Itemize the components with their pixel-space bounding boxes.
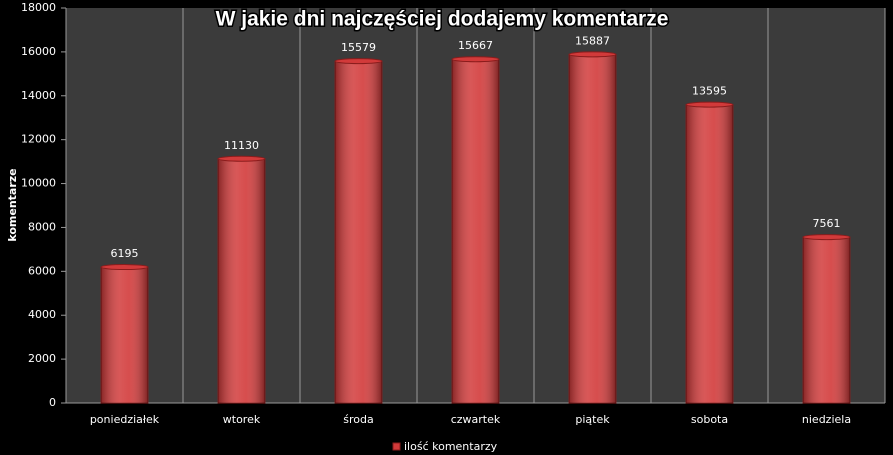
bar-cap [217,155,266,162]
data-label: 13595 [692,85,727,98]
data-label: 6195 [111,247,139,260]
bar [802,236,851,404]
data-label: 11130 [224,139,259,152]
y-tick-label: 10000 [21,177,56,190]
bar-cap [334,58,383,65]
x-tick-label: sobota [691,413,728,426]
y-tick-label: 4000 [28,308,56,321]
x-tick-label: piątek [575,413,610,426]
bar [334,60,383,404]
y-tick-label: 2000 [28,352,56,365]
bar [217,158,266,404]
x-tick-label: wtorek [223,413,261,426]
bar [685,104,734,404]
x-tick-label: poniedziałek [90,413,160,426]
bar-cap [568,51,617,58]
bar-cap [451,56,500,63]
data-label: 7561 [813,217,841,230]
bar [451,58,500,404]
data-label: 15887 [575,34,610,47]
y-tick-label: 6000 [28,264,56,277]
y-tick-label: 18000 [21,1,56,14]
bar [100,266,149,404]
bar-cap [100,264,149,271]
bar-cap [802,234,851,241]
bar-cap [685,101,734,108]
y-axis-label: komentarze [6,168,19,241]
legend-label: ilość komentarzy [404,440,498,453]
y-tick-label: 8000 [28,220,56,233]
data-label: 15579 [341,41,376,54]
x-tick-label: czwartek [451,413,501,426]
y-tick-label: 14000 [21,89,56,102]
data-label: 15667 [458,39,493,52]
x-tick-label: środa [343,413,373,426]
y-tick-label: 12000 [21,133,56,146]
y-tick-label: 16000 [21,45,56,58]
legend-swatch [392,442,401,451]
x-tick-label: niedziela [802,413,851,426]
y-tick-label: 0 [49,396,56,409]
bar [568,53,617,404]
chart-title: W jakie dni najczęściej dodajemy komenta… [216,8,669,31]
